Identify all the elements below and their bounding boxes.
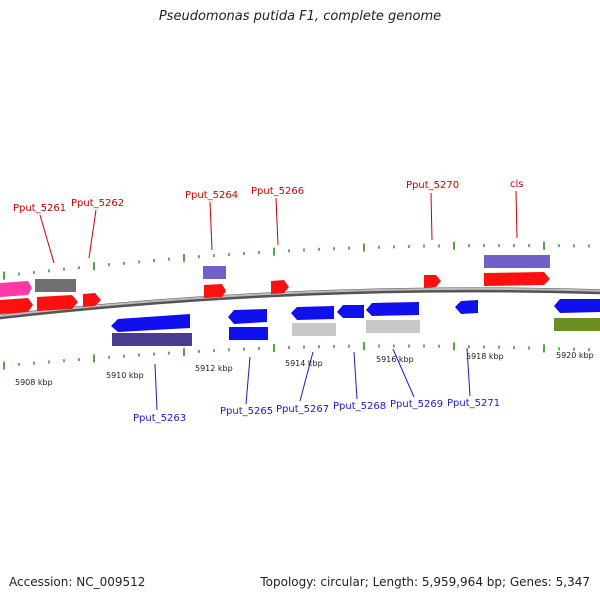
- genome-backbone: [0, 287, 600, 320]
- map-title: Pseudomonas putida F1, complete genome: [158, 9, 442, 24]
- leader-Pput_5266: [275, 197, 279, 246]
- tick-labels: 5908 kbp 5910 kbp 5912 kbp 5914 kbp 5916…: [15, 351, 594, 387]
- genome-backbone-highlight: [0, 287, 600, 317]
- genome-info-text: Topology: circular; Length: 5,959,964 bp…: [260, 575, 590, 589]
- gene-olive-right[interactable]: [554, 318, 600, 331]
- leader-Pput_5264: [209, 201, 213, 251]
- label-Pput_5265[interactable]: Pput_5265: [220, 406, 273, 417]
- cds-Pput_5271[interactable]: [455, 300, 478, 314]
- leader-Pput_5271: [466, 347, 471, 397]
- cds-Pput_5266[interactable]: [271, 280, 289, 294]
- feature-pink-forward[interactable]: [0, 281, 32, 297]
- leader-Pput_5261: [39, 214, 55, 264]
- cds-Pput_5270[interactable]: [424, 275, 441, 288]
- leader-cls: [515, 190, 518, 239]
- tick-label-5912: 5912 kbp: [195, 364, 233, 373]
- top-leader-lines: [39, 190, 518, 264]
- cds-Pput_5268[interactable]: [337, 305, 364, 318]
- tick-label-5908: 5908 kbp: [15, 378, 53, 387]
- label-Pput_5270[interactable]: Pput_5270: [406, 180, 459, 191]
- cds-reverse-right[interactable]: [554, 299, 600, 313]
- gene-cls[interactable]: [484, 255, 550, 268]
- feature-red-forward-left[interactable]: [0, 298, 33, 314]
- label-cls[interactable]: cls: [510, 179, 524, 190]
- accession-text: Accession: NC_009512: [9, 575, 146, 589]
- gene-Pput_5264[interactable]: [203, 266, 226, 279]
- cds-Pput_5267[interactable]: [291, 306, 334, 320]
- leader-Pput_5262: [88, 209, 97, 259]
- leader-Pput_5265: [245, 356, 251, 405]
- leader-Pput_5269: [392, 348, 415, 398]
- gene-Pput_5265[interactable]: [229, 327, 268, 340]
- cds-Pput_5264[interactable]: [204, 284, 226, 298]
- label-Pput_5271[interactable]: Pput_5271: [447, 398, 500, 409]
- cds-Pput_5262[interactable]: [83, 293, 101, 307]
- tick-label-5920: 5920 kbp: [556, 351, 594, 360]
- bottom-gene-labels: Pput_5263 Pput_5265 Pput_5267 Pput_5268 …: [133, 398, 500, 424]
- label-Pput_5261[interactable]: Pput_5261: [13, 203, 66, 214]
- leader-Pput_5268: [353, 351, 358, 400]
- cds-Pput_5265[interactable]: [228, 309, 267, 324]
- tick-label-5918: 5918 kbp: [466, 352, 504, 361]
- cds-Pput_5261[interactable]: [37, 295, 78, 311]
- gene-Pput_5267[interactable]: [292, 323, 336, 336]
- gene-Pput_5261[interactable]: [35, 279, 76, 292]
- leader-Pput_5263: [154, 363, 158, 411]
- label-Pput_5262[interactable]: Pput_5262: [71, 198, 124, 209]
- gene-Pput_5269[interactable]: [366, 320, 420, 333]
- cds-cls[interactable]: [484, 272, 550, 286]
- label-Pput_5269[interactable]: Pput_5269: [390, 399, 443, 410]
- label-Pput_5267[interactable]: Pput_5267: [276, 404, 329, 415]
- label-Pput_5266[interactable]: Pput_5266: [251, 186, 304, 197]
- bottom-leader-lines: [154, 347, 471, 411]
- tick-label-5910: 5910 kbp: [106, 371, 144, 380]
- label-Pput_5263[interactable]: Pput_5263: [133, 413, 186, 424]
- leader-Pput_5270: [430, 192, 433, 241]
- tick-label-5914: 5914 kbp: [285, 359, 323, 368]
- gene-Pput_5263[interactable]: [112, 333, 192, 346]
- top-tick-row: [3, 241, 590, 280]
- label-Pput_5264[interactable]: Pput_5264: [185, 190, 238, 201]
- leader-Pput_5267: [299, 351, 314, 402]
- tick-label-5916: 5916 kbp: [376, 355, 414, 364]
- bottom-tick-row: [3, 342, 590, 370]
- top-gene-labels: Pput_5261 Pput_5262 Pput_5264 Pput_5266 …: [13, 179, 524, 214]
- cds-Pput_5263[interactable]: [111, 314, 190, 332]
- cds-Pput_5269[interactable]: [366, 302, 419, 316]
- label-Pput_5268[interactable]: Pput_5268: [333, 401, 386, 412]
